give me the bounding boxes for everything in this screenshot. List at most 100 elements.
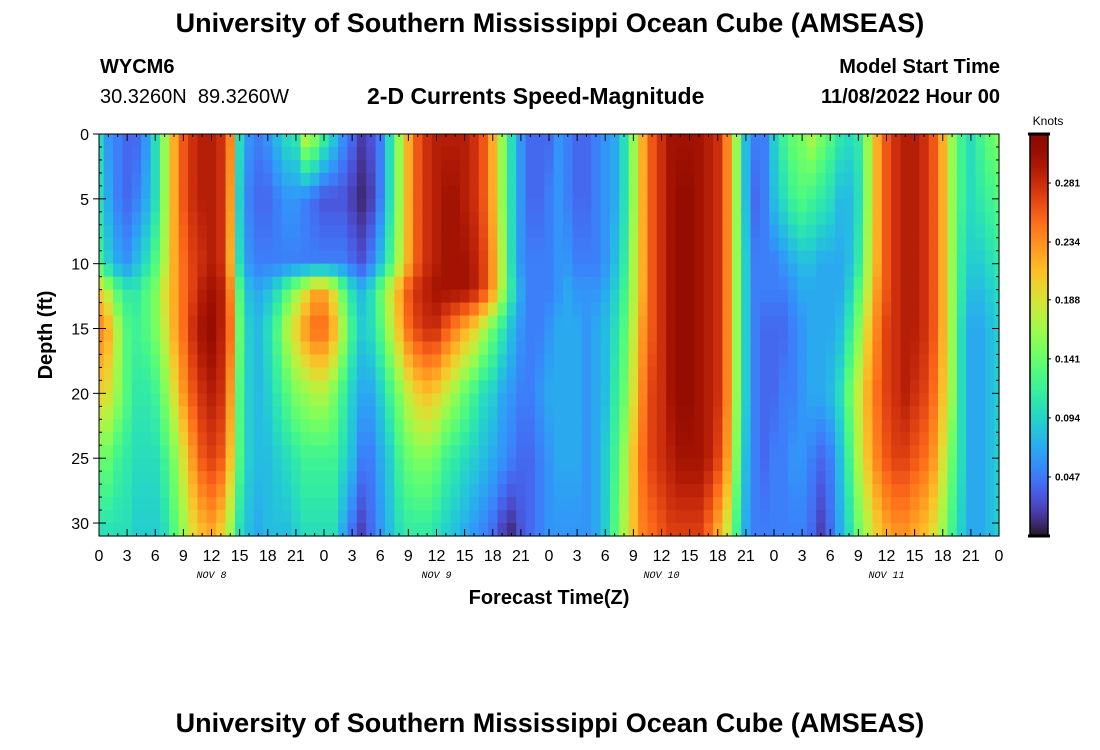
y-axis-title: Depth (ft) xyxy=(35,291,57,380)
heatmap-cell xyxy=(563,134,574,148)
heatmap-cell xyxy=(403,276,414,291)
heatmap-cell xyxy=(413,289,424,304)
heatmap-cell xyxy=(366,302,377,317)
heatmap-cell xyxy=(872,380,883,394)
heatmap-cell xyxy=(516,328,527,343)
heatmap-cell xyxy=(328,302,339,317)
heatmap-cell xyxy=(347,406,358,420)
heatmap-cell xyxy=(844,250,855,265)
colorbar-swatch xyxy=(1030,423,1048,427)
heatmap-cell xyxy=(300,393,311,407)
heatmap-cell xyxy=(150,172,161,187)
heatmap-cell xyxy=(347,211,358,226)
heatmap-cell xyxy=(863,393,874,407)
heatmap-cell xyxy=(816,354,827,369)
heatmap-cell xyxy=(619,224,630,239)
heatmap-cell xyxy=(863,315,874,330)
heatmap-cell xyxy=(169,484,180,498)
heatmap-cell xyxy=(281,341,292,356)
x-tick-label: 3 xyxy=(348,548,357,565)
heatmap-cell xyxy=(638,185,649,200)
heatmap-cell xyxy=(881,250,892,265)
heatmap-cell xyxy=(113,134,124,148)
heatmap-cell xyxy=(122,471,133,485)
heatmap-cell xyxy=(938,289,949,304)
heatmap-cell xyxy=(347,432,358,446)
heatmap-cell xyxy=(159,198,170,213)
heatmap-cell xyxy=(197,263,208,278)
heatmap-cell xyxy=(263,276,274,291)
heatmap-cell xyxy=(356,250,367,265)
heatmap-cell xyxy=(272,497,283,511)
day-label: NOV 11 xyxy=(868,571,904,582)
heatmap-cell xyxy=(347,393,358,407)
colorbar-swatch xyxy=(1030,459,1048,463)
colorbar-swatch xyxy=(1030,509,1048,513)
heatmap-cell xyxy=(619,497,630,511)
heatmap-cell xyxy=(806,276,817,291)
heatmap-cell xyxy=(956,458,967,472)
heatmap-cell xyxy=(459,159,470,174)
colorbar-swatch xyxy=(1030,196,1048,199)
heatmap-cell xyxy=(291,315,302,330)
heatmap-cell xyxy=(844,198,855,213)
heatmap-cell xyxy=(797,172,808,187)
heatmap-cell xyxy=(666,237,677,252)
heatmap-cell xyxy=(553,510,564,524)
heatmap-cell xyxy=(394,393,405,407)
heatmap-cell xyxy=(797,406,808,420)
heatmap-cell xyxy=(647,419,658,433)
heatmap-cell xyxy=(366,172,377,187)
heatmap-cell xyxy=(178,354,189,369)
heatmap-cell xyxy=(131,523,142,537)
heatmap-cell xyxy=(309,432,320,446)
heatmap-cell xyxy=(656,315,667,330)
heatmap-cell xyxy=(984,276,995,291)
heatmap-cell xyxy=(319,289,330,304)
heatmap-cell xyxy=(516,432,527,446)
colorbar-swatch xyxy=(1030,162,1048,165)
heatmap-cell xyxy=(759,341,770,356)
heatmap-cell xyxy=(656,432,667,446)
heatmap-cell xyxy=(600,263,611,278)
heatmap-cell xyxy=(647,484,658,498)
heatmap-cell xyxy=(309,276,320,291)
heatmap-cell xyxy=(384,224,395,239)
heatmap-cell xyxy=(572,471,583,485)
heatmap-cell xyxy=(778,445,789,459)
heatmap-cell xyxy=(638,146,649,161)
heatmap-cell xyxy=(122,185,133,200)
heatmap-cell xyxy=(469,276,480,291)
heatmap-cell xyxy=(956,289,967,304)
heatmap-cell xyxy=(656,484,667,498)
heatmap-cell xyxy=(113,458,124,472)
heatmap-cell xyxy=(309,367,320,381)
heatmap-cell xyxy=(816,380,827,394)
heatmap-cell xyxy=(497,146,508,161)
heatmap-cell xyxy=(759,484,770,498)
heatmap-cell xyxy=(328,367,339,381)
heatmap-cell xyxy=(984,328,995,343)
heatmap-cell xyxy=(263,263,274,278)
heatmap-cell xyxy=(422,146,433,161)
heatmap-cell xyxy=(225,406,236,420)
heatmap-cell xyxy=(975,328,986,343)
x-tick-label: 9 xyxy=(404,548,413,565)
heatmap-cell xyxy=(581,315,592,330)
x-tick-label: 3 xyxy=(573,548,582,565)
colorbar-swatch xyxy=(1030,455,1048,459)
heatmap-cell xyxy=(919,497,930,511)
heatmap-cell xyxy=(713,146,724,161)
heatmap-cell xyxy=(516,380,527,394)
heatmap-cell xyxy=(806,224,817,239)
heatmap-cell xyxy=(384,510,395,524)
heatmap-cell xyxy=(478,445,489,459)
colorbar-swatch xyxy=(1030,351,1048,354)
heatmap-cell xyxy=(131,159,142,174)
heatmap-cell xyxy=(197,432,208,446)
heatmap-cell xyxy=(506,341,517,356)
heatmap-cell xyxy=(703,289,714,304)
heatmap-cell xyxy=(525,419,536,433)
heatmap-cell xyxy=(984,393,995,407)
heatmap-cell xyxy=(778,302,789,317)
